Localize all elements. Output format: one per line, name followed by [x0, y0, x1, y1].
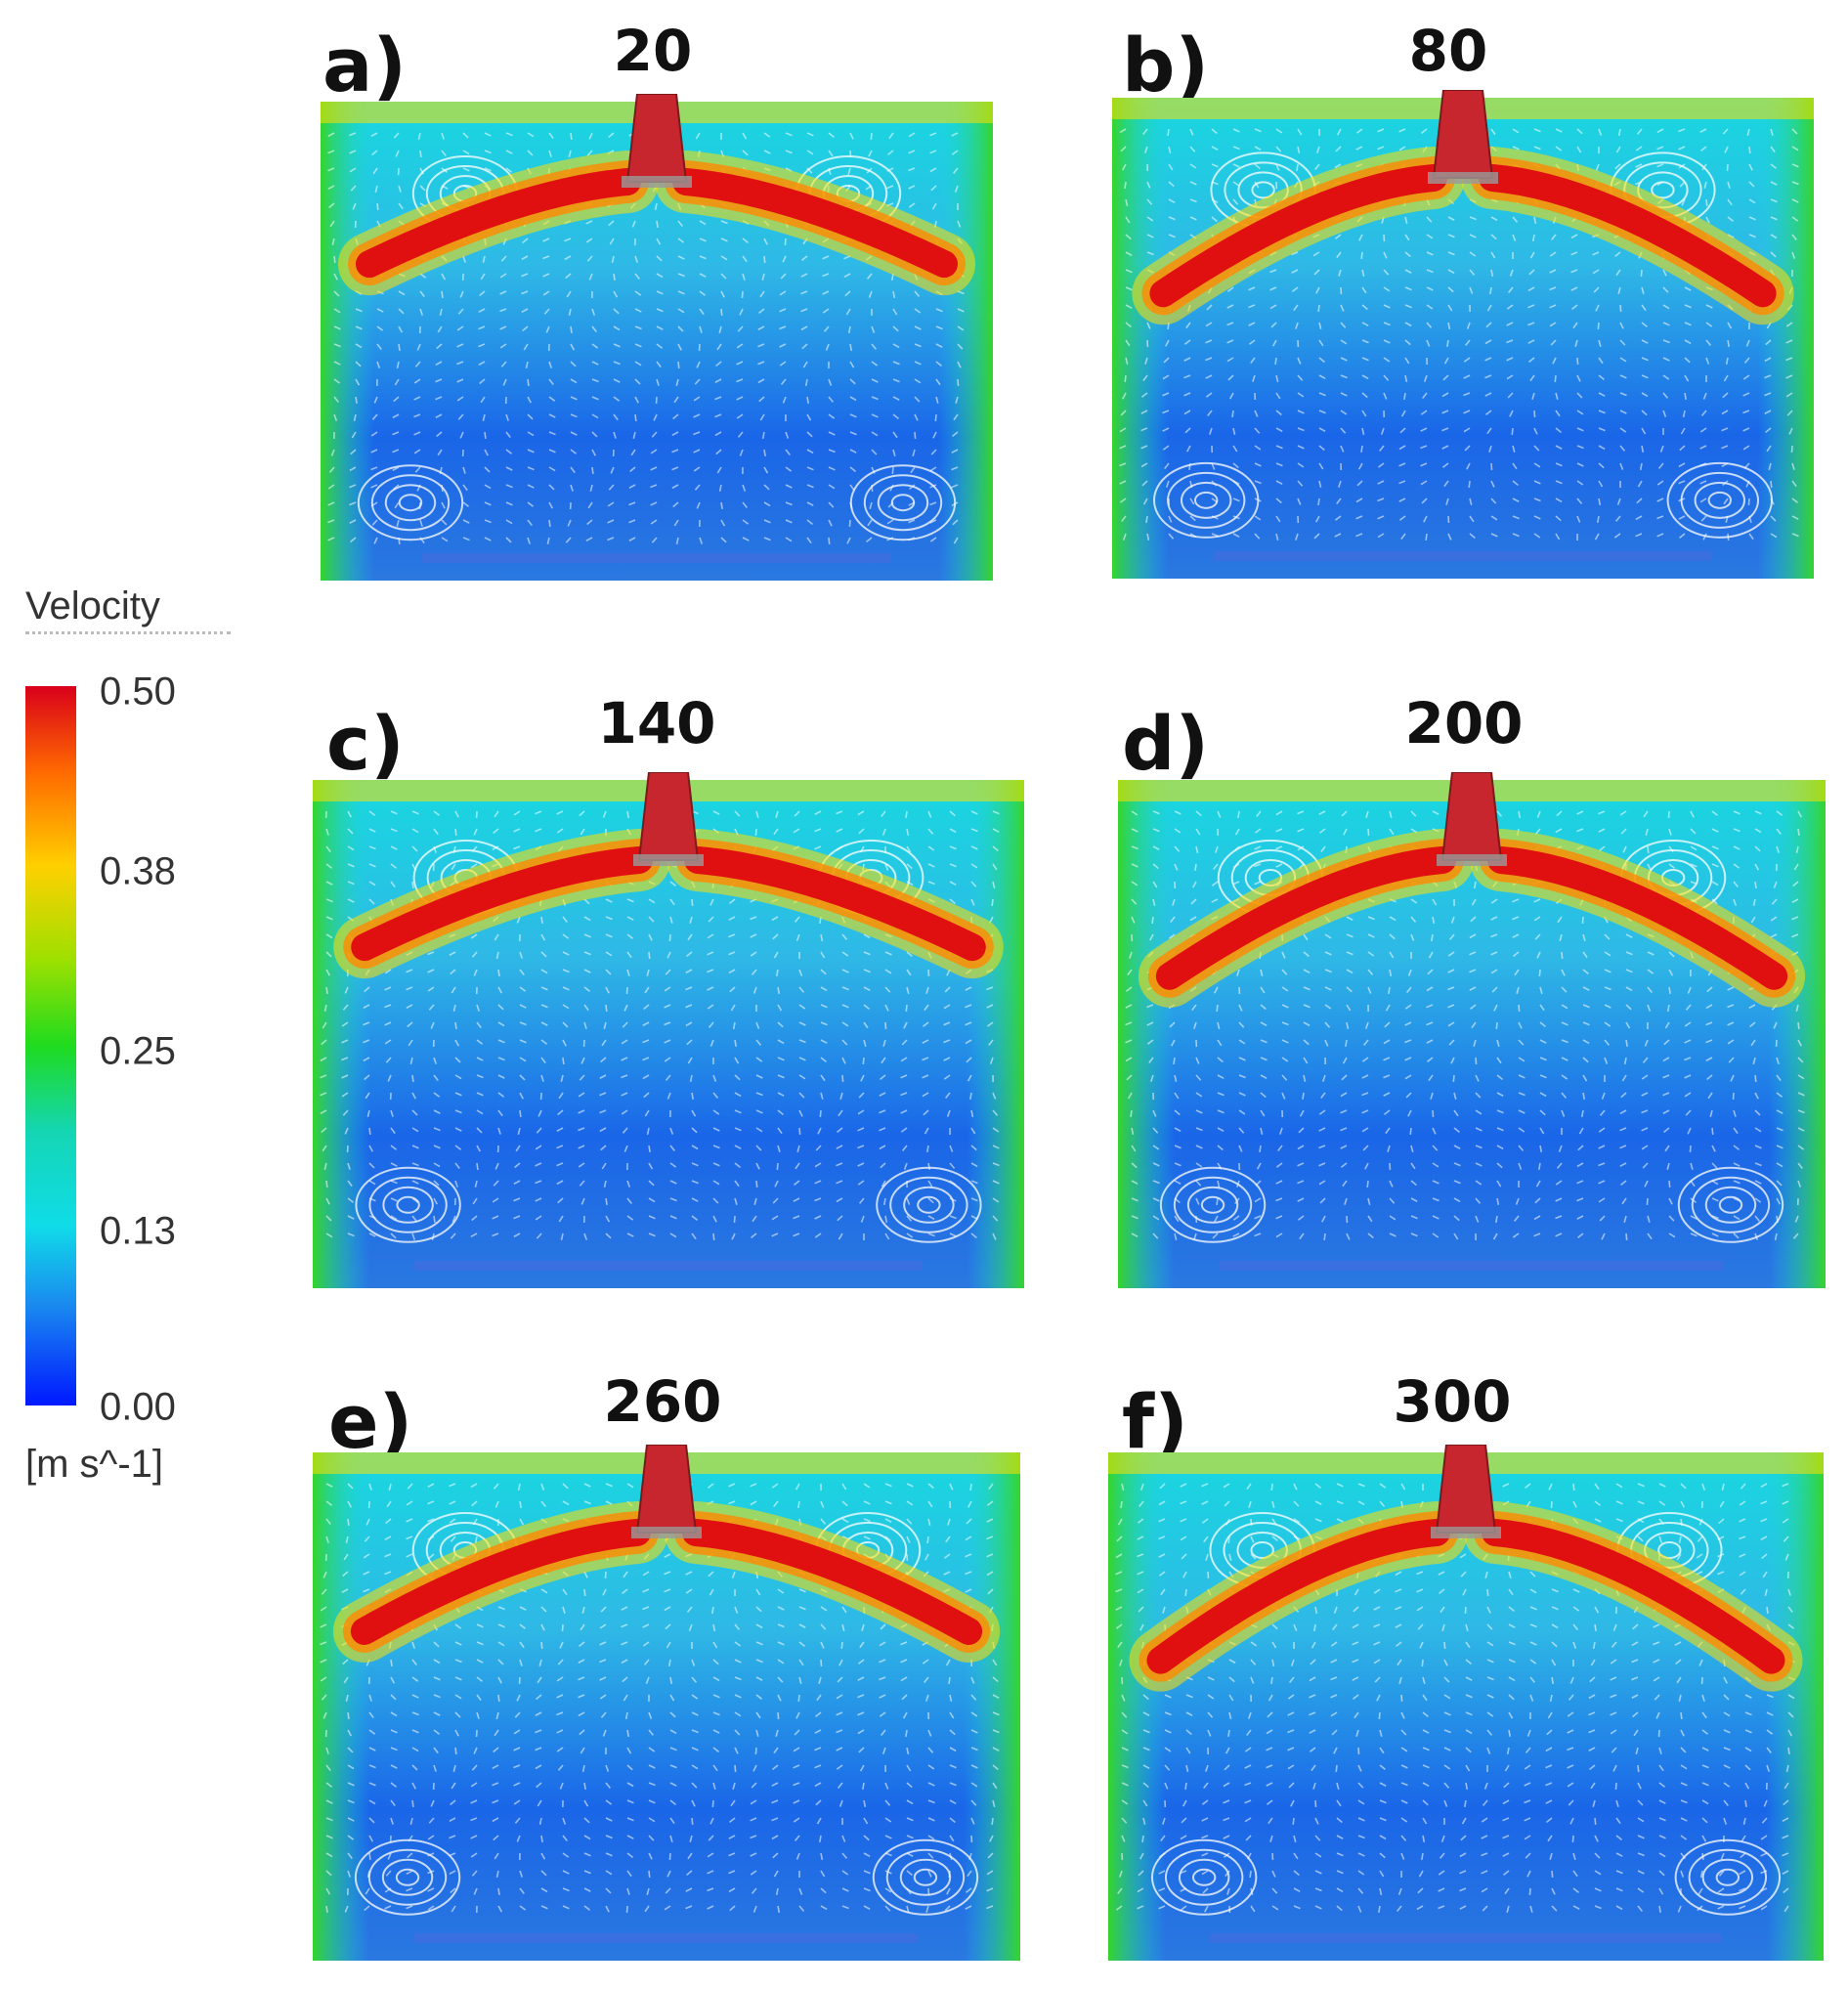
colorbar-tick-min: 0.00 [100, 1385, 176, 1429]
panel-d-letter: d) [1122, 700, 1210, 787]
velocity-field-svg [1112, 90, 1814, 579]
velocity-colorbar [25, 686, 76, 1405]
panel-f-velocity-field [1102, 1445, 1829, 1972]
colorbar-tick-4: 0.13 [100, 1209, 176, 1253]
velocity-field-svg [321, 94, 993, 581]
colorbar-unit: [m s^-1] [25, 1443, 163, 1486]
panel-b-letter: b) [1122, 22, 1210, 108]
panel-e-letter: e) [328, 1378, 413, 1465]
panel-a-time: 20 [613, 18, 693, 84]
panel-c-velocity-field [307, 772, 1030, 1300]
panel-b-time: 80 [1408, 18, 1488, 84]
velocity-field-svg [1108, 1445, 1824, 1961]
panel-f-time: 300 [1393, 1368, 1512, 1435]
panel-d-time: 200 [1404, 690, 1524, 757]
velocity-field-svg [313, 772, 1024, 1288]
panel-e-time: 260 [603, 1368, 722, 1435]
panel-a-velocity-field [315, 94, 999, 592]
panel-c-time: 140 [597, 690, 716, 757]
panel-e-velocity-field [307, 1445, 1026, 1972]
panel-d-velocity-field [1112, 772, 1831, 1300]
legend-title: Velocity [25, 584, 160, 627]
panel-a-letter: a) [322, 22, 408, 108]
colorbar-tick-2: 0.38 [100, 849, 176, 893]
panel-f-letter: f) [1122, 1378, 1188, 1465]
panel-b-velocity-field [1106, 90, 1820, 590]
velocity-field-svg [1118, 772, 1826, 1288]
velocity-field-svg [313, 1445, 1020, 1961]
legend-title-underline [25, 631, 231, 637]
colorbar-tick-max: 0.50 [100, 670, 176, 713]
colorbar-tick-3: 0.25 [100, 1029, 176, 1073]
panel-c-letter: c) [326, 700, 405, 787]
